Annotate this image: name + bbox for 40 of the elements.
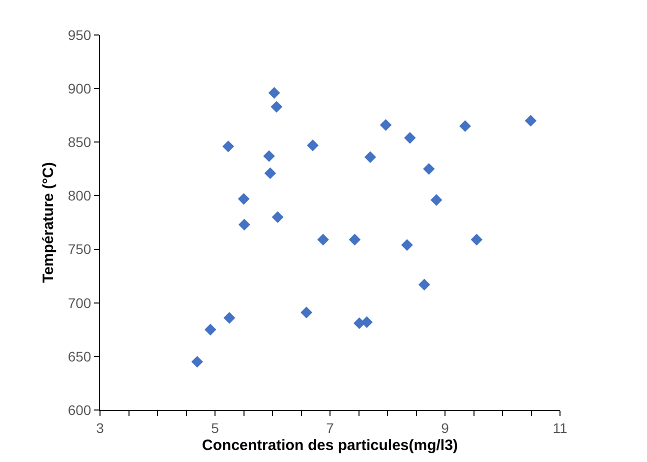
x-tick-label: 5 xyxy=(211,420,220,436)
y-tick-label: 900 xyxy=(68,80,92,96)
point xyxy=(238,218,250,230)
point xyxy=(300,306,312,318)
point xyxy=(224,312,236,324)
y-tick-label: 650 xyxy=(68,348,92,364)
point xyxy=(204,324,216,336)
point xyxy=(268,87,280,99)
point xyxy=(404,132,416,144)
point xyxy=(272,211,284,223)
point xyxy=(306,140,319,152)
point xyxy=(238,193,250,205)
point xyxy=(524,114,537,127)
point xyxy=(470,234,482,246)
x-tick-label: 7 xyxy=(326,420,334,436)
point xyxy=(401,239,413,251)
point xyxy=(430,194,442,206)
point xyxy=(222,140,234,152)
y-tick-label: 850 xyxy=(68,134,92,150)
x-tick-label: 3 xyxy=(96,420,104,436)
point xyxy=(264,167,276,180)
x-tick-label: 9 xyxy=(441,420,450,436)
point xyxy=(348,234,361,246)
point xyxy=(418,278,430,290)
point xyxy=(380,119,392,131)
y-tick-label: 800 xyxy=(68,188,92,204)
y-axis-title: Température (°C) xyxy=(40,162,58,283)
y-tick-label: 700 xyxy=(68,294,92,311)
point xyxy=(263,150,275,162)
point xyxy=(191,356,204,368)
point xyxy=(317,234,329,246)
y-tick-label: 600 xyxy=(68,402,92,418)
y-tick-label: 950 xyxy=(68,26,92,43)
x-tick-label: 11 xyxy=(552,420,568,436)
x-axis-title: Concentration des particules(mg/l3) xyxy=(202,436,458,454)
point xyxy=(270,100,282,113)
point xyxy=(423,163,435,175)
point xyxy=(364,151,376,163)
y-tick-label: 750 xyxy=(68,241,92,258)
point xyxy=(459,120,471,132)
